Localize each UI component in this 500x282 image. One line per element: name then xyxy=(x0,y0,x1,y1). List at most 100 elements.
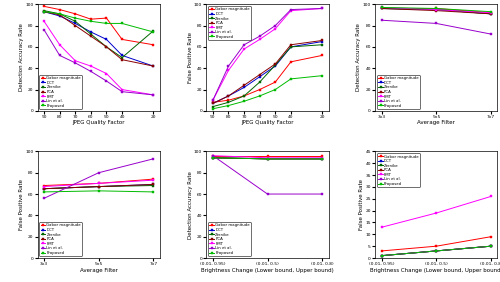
DCT xyxy=(288,45,294,49)
FMT xyxy=(256,38,262,41)
FMT xyxy=(488,11,494,14)
Legend: Gabor magnitude, DCT, Zernike, PCA, FMT, Lin et al., Proposed: Gabor magnitude, DCT, Zernike, PCA, FMT,… xyxy=(377,75,420,109)
PCA xyxy=(319,39,325,42)
FMT xyxy=(150,179,156,182)
Gabor magnitude xyxy=(241,94,247,98)
PCA xyxy=(272,62,278,66)
DCT xyxy=(119,54,125,57)
Proposed xyxy=(226,104,232,107)
Gabor magnitude xyxy=(104,16,110,20)
Lin et al. xyxy=(72,61,78,65)
Y-axis label: False Positive Rate: False Positive Rate xyxy=(188,32,192,83)
PCA xyxy=(434,249,440,253)
Gabor magnitude xyxy=(256,88,262,91)
Zernike xyxy=(434,8,440,11)
Lin et al. xyxy=(41,28,47,32)
Y-axis label: Detection Accuracy Rate: Detection Accuracy Rate xyxy=(188,171,192,239)
PCA xyxy=(72,24,78,27)
PCA xyxy=(104,45,110,49)
Lin et al. xyxy=(150,157,156,160)
Proposed xyxy=(378,6,384,9)
FMT xyxy=(41,185,47,188)
Proposed xyxy=(241,100,247,103)
PCA xyxy=(56,13,62,17)
Zernike xyxy=(488,244,494,248)
Zernike xyxy=(488,12,494,16)
PCA xyxy=(264,157,270,160)
Line: Zernike: Zernike xyxy=(212,157,324,160)
FMT xyxy=(378,6,384,9)
FMT xyxy=(88,64,94,68)
DCT xyxy=(88,30,94,34)
FMT xyxy=(434,8,440,11)
Lin et al. xyxy=(488,32,494,36)
DCT xyxy=(272,64,278,68)
Gabor magnitude xyxy=(210,101,216,104)
Y-axis label: Detection Accuracy Rate: Detection Accuracy Rate xyxy=(18,24,24,91)
FMT xyxy=(319,7,325,10)
DCT xyxy=(210,102,216,105)
Zernike xyxy=(210,105,216,108)
Zernike xyxy=(256,80,262,84)
Zernike xyxy=(119,56,125,59)
FMT xyxy=(96,182,102,185)
Gabor magnitude xyxy=(41,5,47,8)
Line: Lin et al.: Lin et al. xyxy=(212,7,324,102)
X-axis label: Average Filter: Average Filter xyxy=(80,268,118,273)
Line: Zernike: Zernike xyxy=(42,184,154,190)
Gabor magnitude xyxy=(264,154,270,157)
Proposed xyxy=(150,190,156,194)
PCA xyxy=(210,102,216,105)
Line: Lin et al.: Lin et al. xyxy=(212,154,324,195)
Proposed xyxy=(150,30,156,34)
FMT xyxy=(488,195,494,198)
Zernike xyxy=(88,32,94,36)
Proposed xyxy=(104,22,110,25)
Gabor magnitude xyxy=(488,11,494,14)
X-axis label: Brightness Change (Lower bound, Upper bound): Brightness Change (Lower bound, Upper bo… xyxy=(370,268,500,273)
Lin et al. xyxy=(378,19,384,22)
Gabor magnitude xyxy=(56,8,62,11)
FMT xyxy=(288,9,294,12)
PCA xyxy=(241,83,247,87)
Line: Gabor magnitude: Gabor magnitude xyxy=(380,235,492,252)
Gabor magnitude xyxy=(319,154,325,157)
Lin et al. xyxy=(272,24,278,27)
DCT xyxy=(434,8,440,11)
Line: Lin et al.: Lin et al. xyxy=(42,157,154,200)
Gabor magnitude xyxy=(488,235,494,238)
FMT xyxy=(119,88,125,91)
Lin et al. xyxy=(56,54,62,57)
Line: DCT: DCT xyxy=(42,183,154,190)
PCA xyxy=(88,34,94,38)
Proposed xyxy=(96,189,102,193)
Line: DCT: DCT xyxy=(212,157,324,160)
PCA xyxy=(319,157,325,160)
Zernike xyxy=(434,249,440,253)
Gabor magnitude xyxy=(434,7,440,10)
Proposed xyxy=(488,10,494,13)
Legend: Gabor magnitude, DCT, Zernike, PCA, FMT, Lin et al., Proposed: Gabor magnitude, DCT, Zernike, PCA, FMT,… xyxy=(208,6,251,40)
Gabor magnitude xyxy=(288,60,294,63)
DCT xyxy=(378,254,384,257)
PCA xyxy=(150,183,156,186)
Lin et al. xyxy=(210,98,216,102)
Gabor magnitude xyxy=(319,54,325,57)
DCT xyxy=(96,185,102,188)
Proposed xyxy=(434,249,440,253)
Zernike xyxy=(150,184,156,187)
Y-axis label: Detection Accuracy Rate: Detection Accuracy Rate xyxy=(356,24,362,91)
FMT xyxy=(264,156,270,160)
Lin et al. xyxy=(288,8,294,11)
X-axis label: JPEG Quality Factor: JPEG Quality Factor xyxy=(72,120,125,125)
Line: PCA: PCA xyxy=(42,183,154,190)
Lin et al. xyxy=(88,70,94,73)
Line: PCA: PCA xyxy=(380,245,492,257)
DCT xyxy=(150,183,156,186)
DCT xyxy=(319,40,325,43)
Line: Gabor magnitude: Gabor magnitude xyxy=(42,178,154,187)
Lin et al. xyxy=(434,249,440,253)
Lin et al. xyxy=(104,79,110,83)
Lin et al. xyxy=(319,7,325,10)
Lin et al. xyxy=(150,93,156,96)
